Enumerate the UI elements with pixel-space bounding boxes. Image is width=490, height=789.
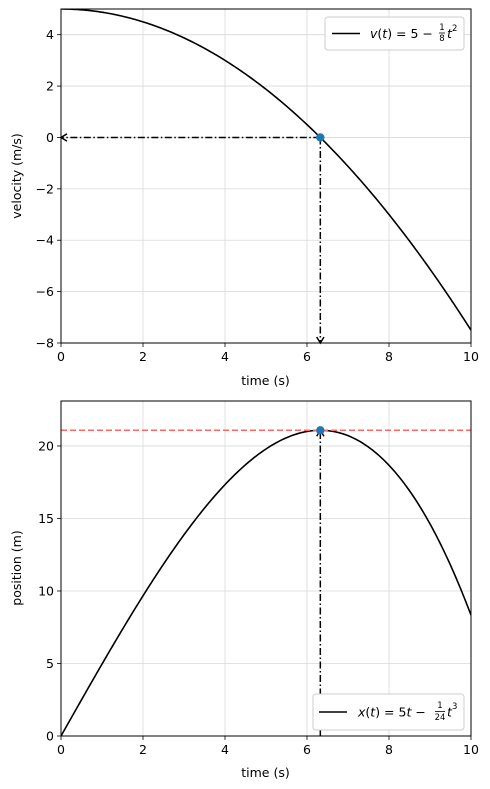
position-y-tick-label: 20 xyxy=(38,438,54,453)
position-y-axis-label: position (m) xyxy=(9,530,24,605)
velocity-x-tick-label: 2 xyxy=(139,349,147,364)
position-legend: x(t) = 5t − 1 24 t 3 xyxy=(312,693,465,731)
velocity-y-tick-label: 4 xyxy=(46,27,54,42)
velocity-x-tick-label: 4 xyxy=(221,349,229,364)
position-legend-frac-den: 24 xyxy=(435,713,446,723)
velocity-y-tick-label: 0 xyxy=(46,130,54,145)
velocity-legend-box xyxy=(324,16,465,51)
velocity-y-tick-label: −6 xyxy=(36,284,54,299)
velocity-y-axis-label: velocity (m/s) xyxy=(9,133,24,218)
velocity-y-ticks: −8 −6 −4 −2 0 2 4 xyxy=(36,27,61,351)
velocity-series-lines xyxy=(61,9,471,331)
position-legend-label: x(t) = 5t − xyxy=(357,705,426,720)
position-y-tick-label: 10 xyxy=(38,583,54,598)
velocity-legend-exp: 2 xyxy=(452,24,457,34)
position-grid xyxy=(60,401,472,737)
velocity-series-line xyxy=(61,9,471,331)
position-plot-frame xyxy=(60,400,472,737)
velocity-plot: 0 2 4 6 8 10 −8 −6 −4 −2 0 2 4 time (s) velocity (m… xyxy=(9,8,479,388)
position-legend-box xyxy=(312,693,465,731)
position-series-lines xyxy=(61,429,471,736)
position-series-clip xyxy=(61,429,471,736)
position-y-tick-label: 15 xyxy=(38,511,54,526)
velocity-plot-frame xyxy=(60,8,472,344)
velocity-y-tick-label: −2 xyxy=(36,181,54,196)
position-y-ticks: 0 5 10 15 20 xyxy=(38,438,61,744)
velocity-marker-point xyxy=(316,133,325,142)
velocity-x-tick-label: 0 xyxy=(57,349,65,364)
position-x-tick-label: 8 xyxy=(385,742,393,757)
velocity-legend-label: v(t) = 5 − xyxy=(370,26,433,41)
velocity-grid xyxy=(60,9,472,344)
velocity-y-tick-label: −4 xyxy=(36,233,54,248)
velocity-legend-tail: t xyxy=(447,26,453,41)
velocity-x-tick-label: 6 xyxy=(303,349,311,364)
position-x-tick-label: 4 xyxy=(221,742,229,757)
velocity-x-axis-label: time (s) xyxy=(241,373,289,388)
velocity-y-tick-label: −8 xyxy=(36,336,54,351)
position-series-line xyxy=(61,429,471,736)
velocity-x-tick-label: 8 xyxy=(385,349,393,364)
velocity-legend-frac-den: 8 xyxy=(439,34,444,44)
position-x-tick-label: 6 xyxy=(303,742,311,757)
position-legend-frac-num: 1 xyxy=(437,701,442,711)
position-annotations xyxy=(61,426,471,736)
position-marker-point xyxy=(316,426,325,435)
position-x-axis-label: time (s) xyxy=(241,765,289,780)
position-y-tick-label: 5 xyxy=(46,656,54,671)
position-x-tick-label: 0 xyxy=(57,742,65,757)
velocity-y-tick-label: 2 xyxy=(46,79,54,94)
position-x-tick-label: 10 xyxy=(463,742,479,757)
velocity-x-ticks: 0 2 4 6 8 10 xyxy=(57,343,479,364)
velocity-x-tick-label: 10 xyxy=(463,349,479,364)
position-x-tick-label: 2 xyxy=(139,742,147,757)
velocity-series-clip xyxy=(61,9,471,331)
position-y-tick-label: 0 xyxy=(46,729,54,744)
position-x-ticks: 0 2 4 6 8 10 xyxy=(57,736,479,757)
velocity-annotations xyxy=(59,133,325,345)
position-legend-tail: t xyxy=(447,705,453,720)
position-legend-exp: 3 xyxy=(452,702,457,712)
velocity-legend-frac-num: 1 xyxy=(439,23,444,33)
velocity-legend: v(t) = 5 − 1 8 t 2 xyxy=(324,16,465,51)
